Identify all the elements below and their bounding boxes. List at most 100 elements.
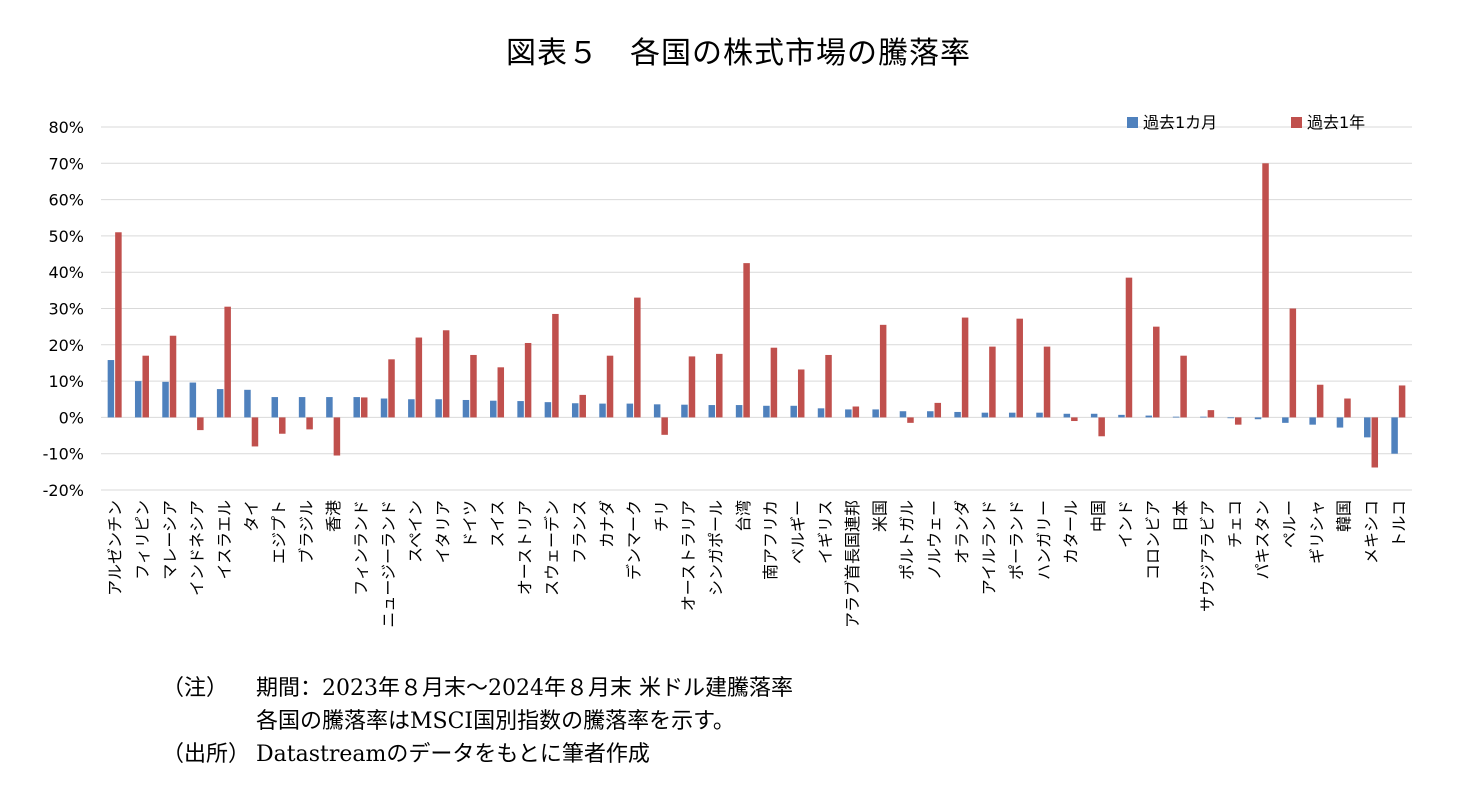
bar-1year [388, 359, 395, 418]
chart-notes: （注） 期間：2023年８月末～2024年８月末 米ドル建騰落率 各国の騰落率は… [162, 672, 793, 771]
x-tick-label: 南アフリカ [761, 500, 780, 580]
y-tick-label: 0% [59, 408, 84, 427]
bar-1year [797, 369, 805, 418]
note-label: （注） [162, 676, 229, 701]
x-tick-label: カタール [1062, 500, 1081, 564]
bar-1year [1344, 398, 1351, 418]
bar-1month [244, 389, 251, 418]
bar-1year [169, 335, 177, 418]
bar-1month [653, 404, 661, 418]
bar-1month [571, 403, 579, 418]
x-tick-label: メキシコ [1362, 500, 1381, 564]
legend-swatch [1291, 117, 1302, 128]
bar-1month [927, 411, 934, 418]
bar-1month [353, 397, 360, 418]
bar-1month [763, 405, 770, 418]
bar-1year [1207, 410, 1215, 418]
bar-1year [552, 313, 559, 418]
bar-1year [825, 354, 832, 418]
bar-1year [1371, 417, 1379, 468]
x-tick-label: フィンランド [351, 500, 370, 596]
bar-1month [544, 402, 552, 418]
bar-1year [1043, 346, 1051, 418]
y-tick-label: 20% [48, 336, 84, 355]
bar-1month [954, 411, 961, 418]
y-tick-label: 50% [48, 227, 84, 246]
bar-1year [1180, 355, 1187, 418]
bar-1year [852, 406, 860, 418]
x-tick-label: ポーランド [1007, 500, 1026, 580]
x-tick-label: チェコ [1225, 500, 1244, 548]
bar-1year [1125, 277, 1133, 418]
legend-swatch [1127, 117, 1138, 128]
x-tick-label: チリ [652, 500, 671, 532]
bar-1year [716, 353, 723, 418]
bar-1year [279, 417, 286, 434]
bar-1month [1036, 412, 1043, 418]
x-tick-label: マレーシア [160, 500, 179, 580]
x-tick-label: アラブ首長国連邦 [843, 500, 862, 628]
bar-1year [333, 417, 341, 456]
bar-1year [879, 324, 887, 418]
y-tick-label: 70% [48, 154, 84, 173]
bar-1year [1234, 417, 1242, 425]
bar-1year [907, 417, 914, 423]
x-tick-label: 香港 [324, 500, 343, 532]
note-label: （出所） [162, 742, 251, 767]
bar-1year [115, 232, 122, 418]
bar-chart: -20% -10% 0% 10% 20% 30% 40% 50% 60% 70% 80% アルゼンチン… [43, 113, 1412, 628]
y-tick-label: 40% [48, 263, 84, 282]
bar-1year [497, 367, 505, 418]
bar-1month [380, 398, 388, 418]
bar-1month [899, 411, 907, 418]
bar-1year [688, 356, 696, 418]
bar-1year [989, 346, 996, 418]
bar-1year [1289, 308, 1297, 418]
bar-1month [872, 409, 879, 418]
bar-1year [770, 347, 778, 418]
bar-1year [1262, 163, 1269, 418]
bar-1month [599, 403, 606, 418]
bar-1month [1336, 417, 1344, 428]
x-tick-label: ドイツ [461, 500, 480, 548]
bar-1month [1090, 413, 1098, 418]
x-tick-label: 米国 [870, 500, 889, 532]
note-label [162, 705, 256, 738]
bar-1month [817, 408, 825, 418]
bar-1month [107, 360, 115, 418]
bar-1month [189, 382, 197, 418]
x-tick-label: 日本 [1171, 500, 1190, 532]
bar-1year [661, 417, 668, 435]
x-tick-label: アイルランド [980, 500, 999, 595]
bar-1year [1098, 417, 1105, 437]
y-tick-label: 10% [48, 372, 84, 391]
x-tick-label: シンガポール [707, 500, 726, 596]
x-tick-label: フランス [570, 500, 589, 564]
bar-1year [1071, 417, 1078, 422]
bar-1month [408, 399, 415, 418]
bar-1month [435, 399, 442, 418]
y-tick-label: 60% [48, 191, 84, 210]
x-tick-label: 韓国 [1335, 500, 1354, 532]
bar-1month [981, 412, 989, 418]
x-tick-label: インドネシア [188, 500, 207, 596]
bar-1month [1254, 417, 1262, 420]
bar-1month [708, 405, 716, 418]
x-tick-label: スイス [488, 500, 507, 548]
legend-label: 過去1年 [1307, 113, 1365, 132]
x-tick-label: オランダ [952, 500, 971, 564]
bar-1year [524, 342, 532, 418]
bar-1month [462, 399, 470, 418]
bar-1year [470, 354, 477, 418]
bar-1month [326, 397, 333, 418]
note-text: Datastreamのデータをもとに筆者作成 [256, 742, 650, 767]
bar-1month [134, 381, 142, 418]
x-tick-label: スペイン [406, 500, 425, 563]
bar-1year [224, 306, 231, 418]
bar-1month [1145, 415, 1153, 418]
bar-1year [1153, 326, 1160, 418]
x-tick-label: ベルギー [788, 500, 807, 564]
x-tick-label: アルゼンチン [106, 500, 125, 596]
bar-1year [961, 317, 969, 418]
bar-1year [1316, 384, 1324, 418]
